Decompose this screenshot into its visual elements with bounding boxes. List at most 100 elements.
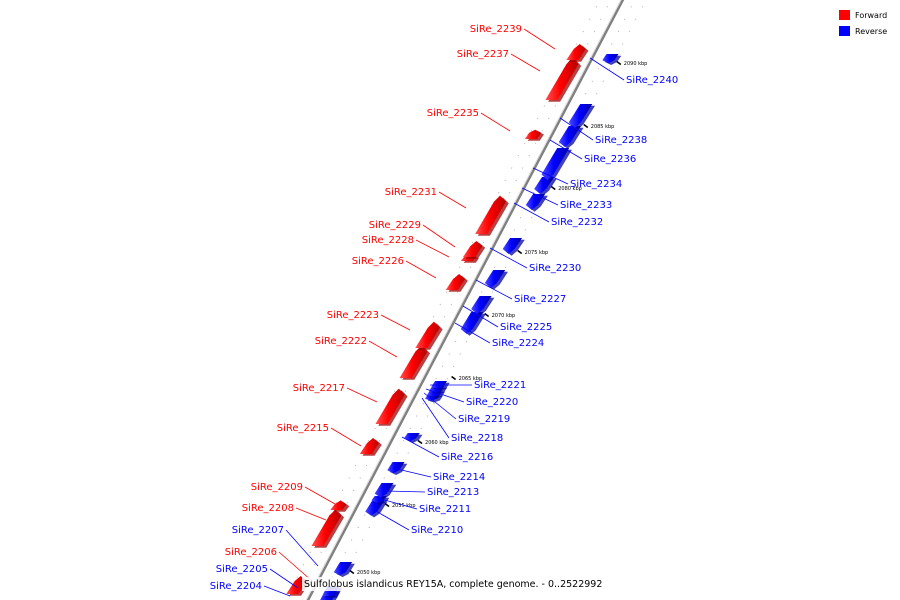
scale-tick-label: 2060 kbp [425, 440, 449, 446]
gene-body [374, 483, 394, 498]
gene-label-sire-2228[interactable]: SiRe_2228 [362, 235, 414, 246]
gene-feature-sire-2215 [359, 438, 382, 456]
gene-label-sire-2240[interactable]: SiRe_2240 [626, 75, 678, 86]
gene-feature-sire-2236 [558, 126, 584, 149]
gene-feature-sire-2235 [524, 129, 544, 141]
scale-tick-mark [550, 185, 556, 191]
gene-body [545, 57, 579, 100]
label-leader-line [532, 167, 569, 185]
gene-body [471, 296, 492, 314]
gene-label-sire-2214[interactable]: SiRe_2214 [433, 472, 485, 483]
gene-label-sire-2221[interactable]: SiRe_2221 [474, 380, 526, 391]
label-leader-line [438, 191, 467, 209]
label-leader-line [330, 427, 362, 447]
label-leader-line [480, 112, 511, 132]
gene-feature-sire-2225 [471, 296, 495, 316]
gene-label-sire-2233[interactable]: SiRe_2233 [560, 200, 612, 211]
gene-label-sire-2206[interactable]: SiRe_2206 [225, 547, 277, 558]
label-leader-line [368, 340, 398, 358]
label-leader-line [462, 305, 499, 328]
scale-tick-mark [616, 60, 622, 66]
gene-label-sire-2226[interactable]: SiRe_2226 [352, 256, 404, 267]
gene-feature-sire-2237 [545, 57, 582, 102]
gene-feature-sire-2227 [484, 270, 508, 290]
label-leader-line [423, 392, 457, 420]
label-leader-line [346, 387, 378, 403]
caption-box: Sulfolobus islandicus REY15A, complete g… [302, 577, 612, 591]
gene-label-sire-2229[interactable]: SiRe_2229 [369, 220, 421, 231]
label-leader-line [401, 436, 440, 458]
gene-label-sire-2213[interactable]: SiRe_2213 [427, 487, 479, 498]
label-leader-line [415, 239, 450, 258]
gene-label-sire-2210[interactable]: SiRe_2210 [411, 525, 463, 536]
gene-label-sire-2225[interactable]: SiRe_2225 [500, 322, 552, 333]
gene-body [541, 148, 570, 181]
gene-label-sire-2232[interactable]: SiRe_2232 [551, 217, 603, 228]
label-leader-line [380, 314, 411, 331]
gene-label-sire-2209[interactable]: SiRe_2209 [251, 482, 303, 493]
gene-label-sire-2230[interactable]: SiRe_2230 [529, 263, 581, 274]
gene-label-sire-2234[interactable]: SiRe_2234 [570, 179, 622, 190]
gene-feature-sire-2231 [475, 195, 509, 236]
gene-label-sire-2207[interactable]: SiRe_2207 [232, 525, 284, 536]
gene-label-sire-2223[interactable]: SiRe_2223 [327, 310, 379, 321]
gene-feature-sire-2224 [460, 312, 486, 336]
gene-body [534, 177, 555, 194]
gene-body [558, 126, 581, 147]
gene-feature-sire-2223 [415, 321, 443, 350]
scale-tick-label: 2090 kbp [624, 61, 648, 67]
gene-label-sire-2231[interactable]: SiRe_2231 [385, 187, 437, 198]
gene-body [525, 194, 546, 210]
gene-body [484, 270, 506, 288]
label-leader-line [425, 388, 465, 403]
gene-label-sire-2218[interactable]: SiRe_2218 [451, 433, 503, 444]
scale-tick-mark [517, 249, 523, 255]
gene-label-sire-2217[interactable]: SiRe_2217 [293, 383, 345, 394]
gene-label-sire-2220[interactable]: SiRe_2220 [466, 397, 518, 408]
gene-body [566, 44, 586, 60]
gene-label-sire-2238[interactable]: SiRe_2238 [595, 135, 647, 146]
gene-body [475, 195, 507, 234]
scale-tick-mark [417, 439, 423, 445]
gene-label-sire-2219[interactable]: SiRe_2219 [458, 414, 510, 425]
gene-body [387, 462, 405, 474]
scale-tick-label: 2075 kbp [525, 250, 549, 256]
gene-label-sire-2204[interactable]: SiRe_2204 [210, 581, 262, 592]
scale-tick-mark [583, 123, 589, 129]
gene-label-sire-2224[interactable]: SiRe_2224 [492, 338, 544, 349]
gene-label-sire-2205[interactable]: SiRe_2205 [216, 564, 268, 575]
gene-label-sire-2227[interactable]: SiRe_2227 [514, 294, 566, 305]
gene-label-sire-2211[interactable]: SiRe_2211 [419, 504, 471, 515]
label-leader-line [392, 467, 432, 478]
gene-label-sire-2235[interactable]: SiRe_2235 [427, 108, 479, 119]
label-leader-line [405, 260, 437, 279]
gene-label-sire-2208[interactable]: SiRe_2208 [242, 503, 294, 514]
gene-label-sire-2236[interactable]: SiRe_2236 [584, 154, 636, 165]
gene-label-sire-2239[interactable]: SiRe_2239 [470, 24, 522, 35]
gene-body [399, 345, 428, 378]
scale-tick-mark [451, 375, 457, 381]
gene-feature-sire-2240 [602, 54, 622, 65]
label-leader-line [510, 53, 541, 72]
label-leader-line [475, 279, 513, 300]
gene-label-sire-2237[interactable]: SiRe_2237 [457, 49, 509, 60]
gene-feature-sire-2232 [525, 194, 548, 212]
gene-feature-sire-2208 [311, 509, 345, 548]
label-leader-line [285, 529, 319, 567]
gene-label-sire-2216[interactable]: SiRe_2216 [441, 452, 493, 463]
gene-feature-sire-2213 [374, 483, 397, 500]
gene-body [415, 321, 440, 348]
gene-feature-sire-2234 [541, 148, 572, 183]
legend-forward-label: Forward [855, 11, 887, 20]
label-leader-line [263, 585, 291, 597]
genome-axis [305, 0, 625, 600]
gene-label-sire-2222[interactable]: SiRe_2222 [315, 336, 367, 347]
gene-body [602, 54, 619, 64]
gene-feature-sire-2229 [463, 241, 486, 259]
legend-forward: Forward [839, 10, 887, 20]
legend-reverse-label: Reverse [855, 27, 887, 36]
legend-reverse: Reverse [839, 26, 887, 36]
label-leader-line [489, 247, 528, 269]
gene-label-sire-2215[interactable]: SiRe_2215 [277, 423, 329, 434]
